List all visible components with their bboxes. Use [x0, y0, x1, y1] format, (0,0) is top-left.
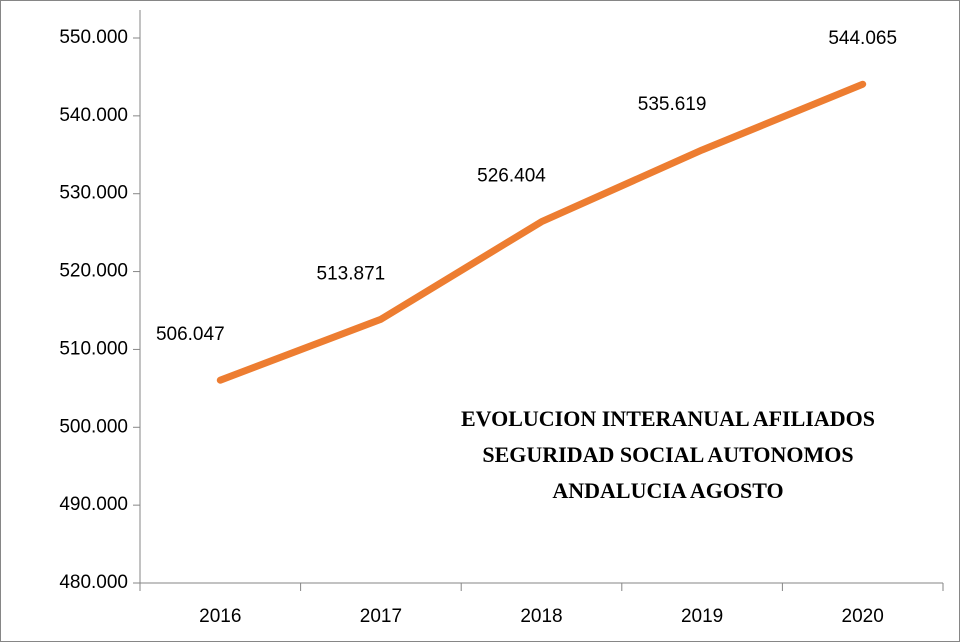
data-label: 526.404: [477, 166, 546, 187]
y-tick-label: 530.000: [59, 183, 128, 204]
chart-title: ANDALUCIA AGOSTO: [552, 478, 783, 503]
x-tick-label: 2019: [681, 606, 723, 627]
y-tick-label: 490.000: [59, 494, 128, 515]
x-tick-label: 2020: [842, 606, 884, 627]
data-label: 513.871: [317, 263, 386, 284]
y-tick-label: 480.000: [59, 572, 128, 593]
x-tick-label: 2016: [199, 606, 241, 627]
data-label: 544.065: [828, 28, 897, 49]
data-label: 535.619: [638, 94, 707, 115]
y-tick-label: 520.000: [59, 261, 128, 282]
chart-title: EVOLUCION INTERANUAL AFILIADOS: [461, 406, 875, 431]
x-tick-label: 2018: [520, 606, 562, 627]
y-tick-label: 550.000: [59, 27, 128, 48]
y-tick-label: 500.000: [59, 416, 128, 437]
x-tick-label: 2017: [360, 606, 402, 627]
y-tick-label: 510.000: [59, 338, 128, 359]
data-label: 506.047: [156, 324, 225, 345]
line-series: [216, 80, 867, 384]
chart-title: SEGURIDAD SOCIAL AUTONOMOS: [482, 442, 853, 467]
y-tick-label: 540.000: [59, 105, 128, 126]
